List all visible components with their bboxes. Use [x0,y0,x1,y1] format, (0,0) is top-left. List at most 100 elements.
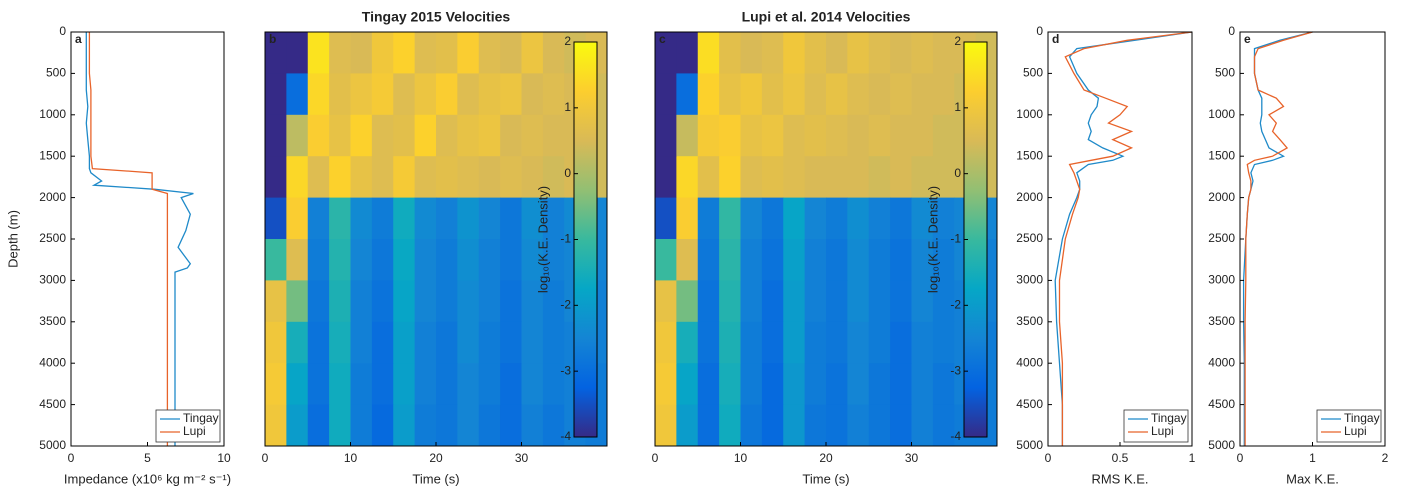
heat-cell [783,114,806,157]
heat-cell [414,156,437,199]
heat-cell [436,114,458,157]
heat-cell [697,239,720,281]
heat-cell [329,197,351,240]
heat-cell [719,404,741,447]
heat-cell [697,114,720,157]
legend-label: Tingay [1151,411,1187,425]
panel-letter: d [1052,32,1059,46]
panel: -4 -3 -2 -1 0 1 2 log₁₀(K.E. Density) 0 10 20 30 Tim… [262,9,608,486]
heat-cell [371,114,394,157]
heat-cell [500,32,522,74]
heat-cell [890,363,912,406]
heat-cell [414,363,437,406]
heat-cell [350,73,373,116]
legend-box [155,409,221,443]
heat-cell [911,114,934,157]
heat-cell [286,73,309,116]
heat-cell [307,280,330,323]
heat-cell [890,239,912,281]
heat-cell [740,73,763,116]
heat-cell [932,321,955,364]
heat-cell [826,363,848,406]
heat-cell [761,32,784,74]
heat-cell [542,239,565,281]
heat-cell [847,239,870,281]
y-tick-label: 1500 [1016,148,1043,162]
heat-cell [500,280,522,323]
heat-cell [697,321,720,364]
heat-cell [350,404,373,447]
heat-cell [286,404,309,447]
y-tick-label: 3500 [39,314,66,328]
heat-cell [478,321,501,364]
y-tick-label: 2500 [1208,231,1235,245]
heat-cell [457,321,480,364]
heat-cell [847,114,870,157]
heat-cell [265,404,287,447]
heat-cell [804,239,827,281]
y-tick-label: 4500 [39,397,66,411]
heat-cell [761,321,784,364]
heat-cell [542,32,565,74]
y-tick-label: 3500 [1016,314,1043,328]
x-tick-label: 10 [344,451,358,465]
heat-cell [286,156,309,199]
heat-cell [826,32,848,74]
y-tick-label: 4500 [1016,397,1043,411]
y-tick-label: 1500 [1208,148,1235,162]
y-tick-label: 3000 [1016,273,1043,287]
heat-cell [740,363,763,406]
heat-cell [911,156,934,199]
heat-cell [478,156,501,199]
heat-cell [521,197,544,240]
heat-cell [655,239,677,281]
heat-cell [436,73,458,116]
heat-cell [542,404,565,447]
heat-cell [868,73,891,116]
heat-cell [740,404,763,447]
heat-cell [890,197,912,240]
heat-cell [890,156,912,199]
y-tick-label: 2000 [1208,190,1235,204]
heat-cell [740,280,763,323]
y-tick-label: 5000 [1208,438,1235,452]
heat-cell [719,280,741,323]
panel-letter: e [1244,32,1251,46]
heat-cell [911,32,934,74]
x-tick-label: 10 [217,451,231,465]
heat-cell [307,73,330,116]
heat-cell [457,197,480,240]
x-tick-label: 30 [905,451,919,465]
y-tick-label: 1000 [1208,107,1235,121]
y-tick-label: 1000 [1016,107,1043,121]
panel-title: Tingay 2015 Velocities [362,9,511,25]
heat-cell [761,73,784,116]
heat-cell [890,280,912,323]
axes-box [1239,31,1386,447]
heat-cell [676,363,699,406]
heat-cell [286,114,309,157]
heat-cell [868,156,891,199]
heat-cell [655,114,677,157]
x-tick-label: 0 [652,451,659,465]
heat-cell [500,156,522,199]
heat-cell [286,363,309,406]
heat-cell [414,114,437,157]
heat-cell [911,363,934,406]
y-tick-label: 0 [59,24,66,38]
x-tick-label: 0 [68,451,75,465]
heat-cell [868,321,891,364]
y-tick-label: 0 [1228,24,1235,38]
x-axis-label: Time (s) [802,471,849,486]
heat-cell [500,197,522,240]
heat-cell [265,73,287,116]
x-tick-label: 1 [1189,451,1196,465]
heat-cell [542,197,565,240]
heat-cell [655,73,677,116]
heat-cell [804,321,827,364]
colorbar-tick-label: 1 [564,100,571,114]
heat-cell [307,114,330,157]
heat-cell [371,404,394,447]
